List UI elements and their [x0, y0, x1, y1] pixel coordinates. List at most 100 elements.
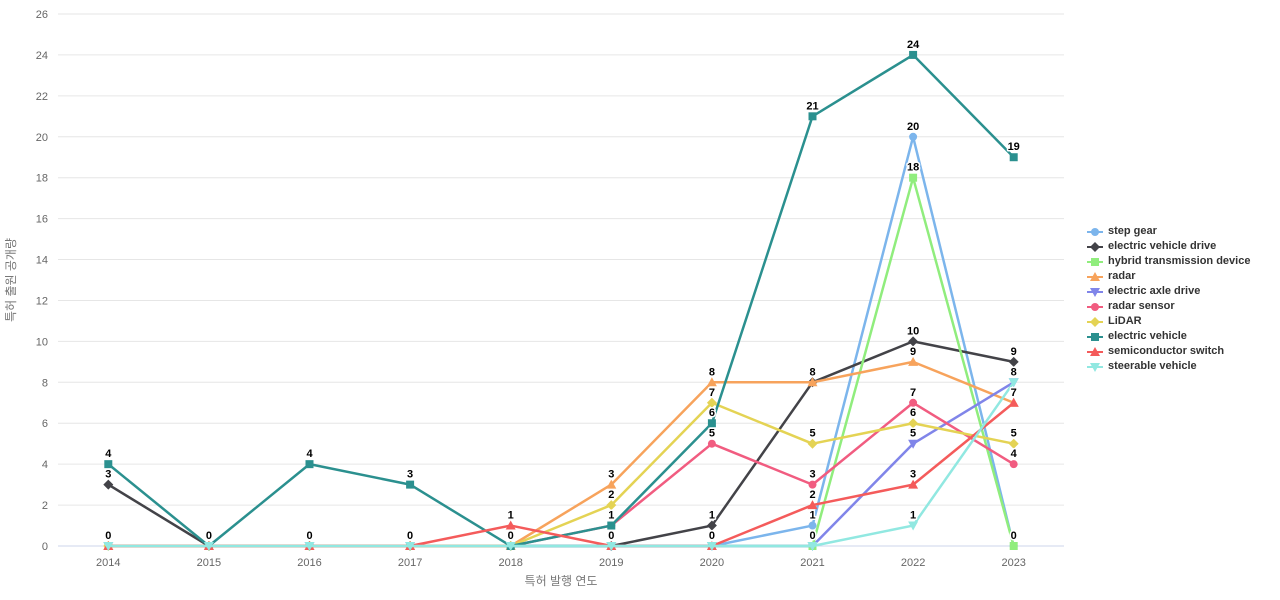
data-label: 8 — [809, 366, 815, 378]
data-point-electric-vehicle-drive[interactable] — [706, 520, 717, 531]
data-point-electric-vehicle[interactable] — [1009, 153, 1018, 162]
legend-item-semiconductor-switch[interactable]: semiconductor switch — [1087, 344, 1250, 359]
y-tick-label: 0 — [42, 541, 48, 553]
data-label: 6 — [910, 407, 916, 419]
radar-marker-icon — [1087, 271, 1103, 281]
data-point-semiconductor-switch[interactable] — [505, 520, 516, 530]
data-point-hybrid-transmission-device[interactable] — [1009, 542, 1018, 550]
radar-sensor-marker-icon — [1087, 302, 1103, 311]
legend-item-electric-axle-drive[interactable]: electric axle drive — [1087, 284, 1250, 299]
data-label: 0 — [407, 530, 413, 542]
data-point-electric-vehicle[interactable] — [305, 460, 314, 469]
series-steerable-vehicle[interactable] — [103, 378, 1019, 551]
data-point-electric-vehicle[interactable] — [607, 521, 616, 530]
data-point-electric-vehicle[interactable] — [707, 419, 716, 428]
data-label: 24 — [907, 39, 920, 51]
y-tick-label: 26 — [36, 9, 48, 21]
data-label: 8 — [709, 366, 715, 378]
data-label: 7 — [1011, 387, 1017, 399]
data-label: 20 — [907, 121, 919, 133]
data-point-semiconductor-switch[interactable] — [807, 500, 818, 510]
data-point-steerable-vehicle[interactable] — [1008, 378, 1019, 388]
x-tick-label: 2019 — [599, 557, 623, 569]
data-point-radar-sensor[interactable] — [808, 480, 817, 489]
semiconductor-switch-marker-icon — [1087, 346, 1103, 356]
legend-item-step-gear[interactable]: step gear — [1087, 224, 1250, 239]
series-hybrid-transmission-device[interactable] — [104, 173, 1018, 550]
legend-item-steerable-vehicle[interactable]: steerable vehicle — [1087, 359, 1250, 374]
data-point-electric-vehicle[interactable] — [909, 50, 918, 59]
y-tick-label: 16 — [36, 214, 48, 226]
data-label: 0 — [105, 530, 111, 542]
x-tick-label: 2021 — [800, 557, 824, 569]
data-label: 4 — [1011, 448, 1018, 460]
legend-label: radar — [1108, 270, 1136, 282]
series-semiconductor-switch[interactable] — [103, 397, 1019, 550]
legend-label: steerable vehicle — [1108, 360, 1197, 372]
data-point-lidar[interactable] — [1008, 438, 1019, 449]
x-tick-label: 2022 — [901, 557, 925, 569]
legend-label: step gear — [1108, 225, 1157, 237]
data-point-radar[interactable] — [908, 356, 919, 366]
y-axis-title: 특허 출원 공개량 — [4, 238, 18, 322]
y-tick-label: 12 — [36, 295, 48, 307]
data-point-lidar[interactable] — [706, 397, 717, 408]
data-point-radar-sensor[interactable] — [707, 439, 716, 448]
data-point-hybrid-transmission-device[interactable] — [909, 173, 918, 182]
data-point-steerable-vehicle[interactable] — [505, 542, 516, 551]
electric-vehicle-drive-marker-icon — [1087, 241, 1103, 252]
data-point-steerable-vehicle[interactable] — [103, 542, 114, 551]
legend-item-lidar[interactable]: LiDAR — [1087, 314, 1250, 329]
data-point-radar-sensor[interactable] — [909, 398, 918, 407]
hybrid-transmission-device-marker-icon — [1087, 257, 1103, 266]
data-label: 0 — [508, 530, 514, 542]
legend-item-radar-sensor[interactable]: radar sensor — [1087, 299, 1250, 314]
y-tick-label: 18 — [36, 173, 48, 185]
data-point-electric-vehicle[interactable] — [808, 112, 817, 121]
data-point-electric-vehicle-drive[interactable] — [103, 479, 114, 490]
data-point-steerable-vehicle[interactable] — [304, 542, 315, 551]
data-point-lidar[interactable] — [807, 438, 818, 449]
series-radar-sensor[interactable] — [104, 398, 1018, 550]
legend-item-electric-vehicle[interactable]: electric vehicle — [1087, 329, 1250, 344]
data-point-steerable-vehicle[interactable] — [405, 542, 416, 551]
data-point-electric-vehicle-drive[interactable] — [1008, 356, 1019, 367]
legend-item-radar[interactable]: radar — [1087, 269, 1250, 284]
data-point-lidar[interactable] — [908, 418, 919, 429]
data-point-radar[interactable] — [807, 377, 818, 387]
data-point-steerable-vehicle[interactable] — [606, 542, 617, 551]
data-label: 1 — [608, 510, 614, 522]
legend-item-electric-vehicle-drive[interactable]: electric vehicle drive — [1087, 239, 1250, 254]
data-point-semiconductor-switch[interactable] — [908, 479, 919, 489]
data-point-electric-vehicle[interactable] — [104, 460, 113, 469]
data-point-step-gear[interactable] — [909, 132, 918, 141]
data-point-electric-axle-drive[interactable] — [908, 439, 919, 449]
data-point-radar[interactable] — [606, 479, 617, 489]
data-point-radar[interactable] — [706, 377, 717, 387]
legend-label: electric axle drive — [1108, 285, 1201, 297]
electric-vehicle-marker-icon — [1087, 332, 1103, 341]
data-point-lidar[interactable] — [606, 500, 617, 511]
data-point-electric-vehicle-drive[interactable] — [908, 336, 919, 347]
data-point-steerable-vehicle[interactable] — [908, 521, 919, 531]
data-point-semiconductor-switch[interactable] — [1008, 397, 1019, 407]
data-label: 0 — [206, 530, 212, 542]
data-point-steerable-vehicle[interactable] — [706, 542, 717, 551]
data-label: 1 — [910, 510, 916, 522]
data-label: 2 — [608, 489, 614, 501]
data-point-radar-sensor[interactable] — [1009, 460, 1018, 469]
data-label: 0 — [709, 530, 715, 542]
data-point-steerable-vehicle[interactable] — [807, 542, 818, 551]
data-label: 8 — [1011, 366, 1017, 378]
x-tick-label: 2018 — [498, 557, 522, 569]
data-label: 18 — [907, 162, 919, 174]
data-point-steerable-vehicle[interactable] — [203, 542, 214, 551]
legend-item-hybrid-transmission-device[interactable]: hybrid transmission device — [1087, 254, 1250, 269]
data-label: 9 — [910, 346, 916, 358]
data-point-electric-vehicle[interactable] — [406, 480, 415, 489]
data-point-step-gear[interactable] — [808, 521, 817, 530]
data-label: 3 — [809, 469, 815, 481]
steerable-vehicle-marker-icon — [1087, 362, 1103, 372]
x-tick-label: 2015 — [197, 557, 221, 569]
